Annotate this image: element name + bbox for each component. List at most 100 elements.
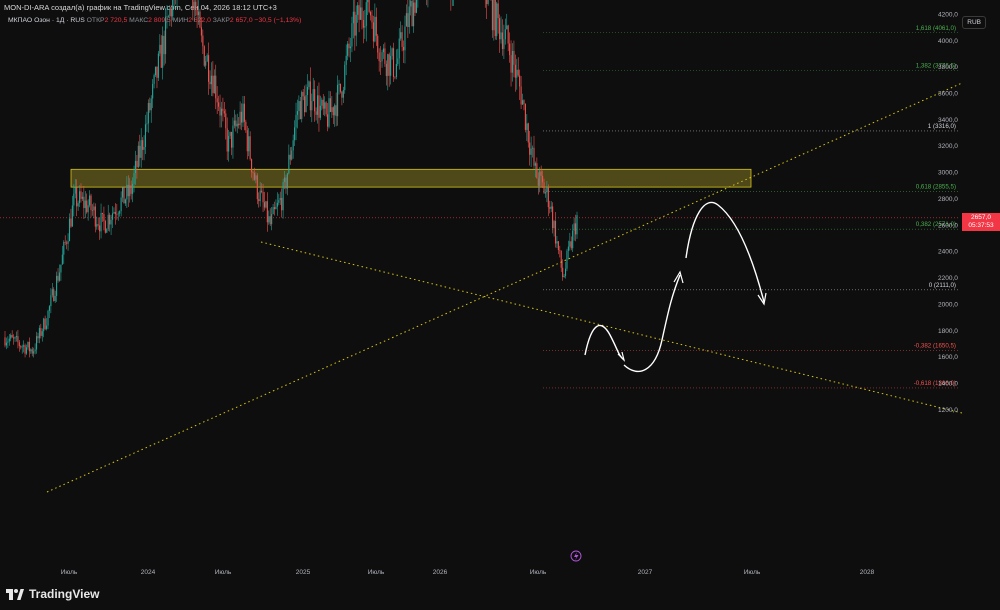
high-value: 2 809,5 bbox=[148, 17, 171, 24]
candle-body bbox=[13, 337, 15, 339]
symbol-name[interactable]: МКПАО Озон · 1Д · RUS bbox=[8, 17, 85, 24]
candle-body bbox=[286, 173, 288, 189]
candlestick-series bbox=[4, 0, 578, 358]
candle-body bbox=[487, 0, 489, 4]
candle-body bbox=[533, 147, 535, 166]
candle-body bbox=[229, 132, 231, 136]
candle-body bbox=[17, 336, 19, 343]
candle-body bbox=[222, 108, 224, 112]
candle-body bbox=[308, 81, 310, 88]
candle-body bbox=[54, 295, 56, 302]
candle-body bbox=[335, 105, 337, 117]
candle-body bbox=[215, 75, 217, 99]
last-price-tag: 2657,0 05:37:53 bbox=[962, 212, 1000, 231]
candle-body bbox=[377, 35, 379, 53]
candle-body bbox=[208, 55, 210, 82]
candle-body bbox=[521, 100, 524, 105]
candle-body bbox=[315, 111, 317, 115]
candle-body bbox=[261, 190, 263, 192]
candle-body bbox=[372, 22, 374, 42]
candle-body bbox=[299, 101, 301, 120]
candle-body bbox=[504, 29, 506, 40]
candle-body bbox=[210, 75, 212, 85]
candle-body bbox=[18, 342, 20, 347]
candle-body bbox=[400, 32, 402, 39]
published-line: MON-DI-ARA создал(а) график на TradingVi… bbox=[4, 3, 277, 12]
candle-body bbox=[101, 213, 104, 215]
currency-button[interactable]: RUB bbox=[962, 16, 986, 29]
candle-body bbox=[61, 254, 63, 265]
candle-body bbox=[160, 44, 162, 68]
candle-body bbox=[15, 336, 18, 338]
candle-body bbox=[306, 87, 309, 95]
time-axis[interactable]: Июль 2024 Июль 2025 Июль 2026 Июль 2027 Июль 2028 bbox=[61, 569, 875, 576]
candle-body bbox=[496, 3, 498, 37]
candle-body bbox=[384, 48, 386, 64]
candle-body bbox=[147, 103, 149, 124]
candle-body bbox=[566, 250, 568, 269]
candle-body bbox=[332, 107, 334, 116]
candle-body bbox=[34, 349, 36, 352]
price-axis-tick: 3400,0 bbox=[938, 117, 958, 124]
candle-body bbox=[209, 81, 211, 85]
candle-body bbox=[107, 214, 109, 230]
candle-body bbox=[106, 229, 108, 233]
candle-body bbox=[544, 192, 547, 194]
candle-body bbox=[575, 223, 577, 235]
price-axis-tick: 2600,0 bbox=[938, 222, 958, 229]
candle-body bbox=[324, 102, 326, 109]
candle-body bbox=[216, 98, 218, 103]
candle-body bbox=[402, 46, 405, 51]
candle-body bbox=[199, 11, 201, 28]
time-axis-tick: 2027 bbox=[638, 569, 653, 576]
tradingview-logo[interactable]: TradingView bbox=[6, 587, 99, 601]
candle-body bbox=[30, 349, 32, 352]
candle-body bbox=[288, 154, 290, 174]
lightning-icon[interactable] bbox=[570, 550, 582, 562]
candle-body bbox=[122, 187, 124, 198]
candle-body bbox=[527, 123, 529, 143]
candle-body bbox=[165, 16, 167, 55]
candle-body bbox=[562, 267, 564, 278]
candle-body bbox=[532, 147, 534, 149]
candle-body bbox=[196, 9, 198, 16]
candle-body bbox=[364, 25, 366, 28]
candle-body bbox=[212, 75, 214, 94]
resistance-zone[interactable] bbox=[70, 168, 752, 188]
forecast-arrows[interactable] bbox=[584, 201, 767, 373]
candle-body bbox=[327, 114, 329, 127]
candle-body bbox=[33, 351, 35, 354]
candle-body bbox=[255, 175, 257, 180]
candle-body bbox=[60, 264, 62, 273]
candle-body bbox=[374, 16, 376, 42]
candle-body bbox=[81, 196, 83, 199]
candle-body bbox=[23, 345, 25, 347]
candle-body bbox=[51, 289, 53, 296]
candle-body bbox=[41, 331, 43, 336]
candle-body bbox=[37, 336, 39, 339]
fib-level-label: 1,382 (3776,5) bbox=[916, 62, 956, 69]
candle-body bbox=[322, 99, 324, 109]
candle-body bbox=[256, 175, 258, 200]
descending-trendline[interactable] bbox=[260, 241, 963, 414]
candle-body bbox=[139, 145, 141, 158]
candle-body bbox=[513, 50, 515, 65]
ascending-trendline[interactable] bbox=[46, 82, 963, 493]
candle-body bbox=[520, 86, 522, 105]
candle-body bbox=[514, 64, 516, 78]
candle-body bbox=[398, 38, 400, 59]
candle-body bbox=[167, 16, 169, 17]
candle-body bbox=[242, 103, 244, 123]
candle-body bbox=[252, 171, 254, 174]
high-label: МАКС bbox=[129, 17, 149, 24]
fibonacci-extension[interactable]: 2,382 (4982,0)2 (4521,5)1,618 (4061,0)1,… bbox=[543, 0, 960, 389]
candle-body bbox=[269, 216, 271, 225]
candle-body bbox=[540, 171, 542, 176]
candle-body bbox=[11, 335, 13, 338]
candle-body bbox=[325, 102, 327, 115]
candle-body bbox=[154, 66, 157, 76]
price-axis[interactable]: 1200,0 1400,0 1600,0 1800,0 2000,0 2200,0 2400… bbox=[938, 0, 958, 414]
candle-body bbox=[133, 173, 135, 184]
candle-body bbox=[407, 13, 409, 28]
